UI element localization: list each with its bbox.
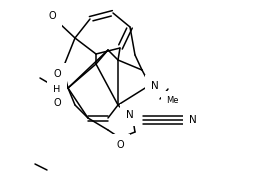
Text: O: O [116, 140, 124, 150]
Text: O: O [48, 11, 56, 21]
Text: N: N [126, 110, 134, 120]
Text: Me: Me [166, 95, 178, 105]
Text: O: O [53, 69, 61, 79]
Text: H: H [53, 85, 61, 95]
Text: O: O [53, 98, 61, 108]
Text: N: N [189, 115, 197, 125]
Text: N: N [151, 81, 159, 91]
